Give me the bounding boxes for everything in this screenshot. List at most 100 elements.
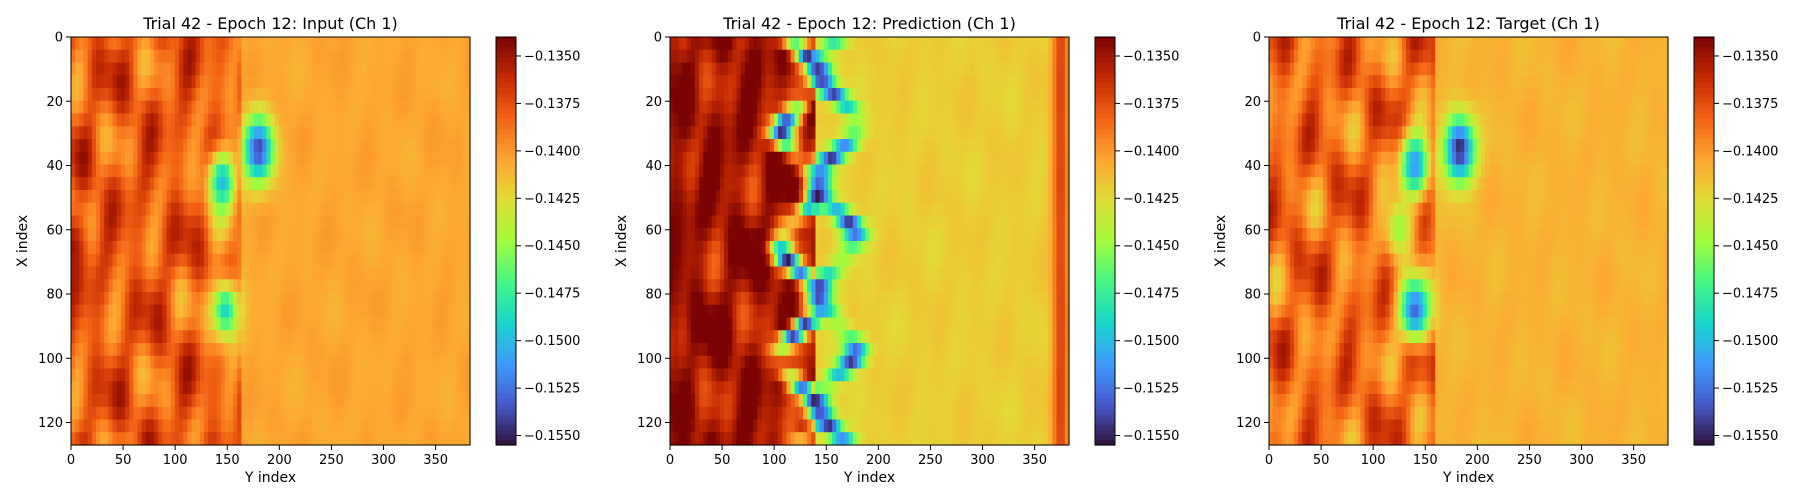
- heatmap-cell: [707, 241, 713, 255]
- heatmap-cell: [1014, 164, 1020, 178]
- heatmap-cell: [740, 241, 746, 255]
- heatmap-cell: [956, 241, 962, 255]
- heatmap-cell: [100, 394, 105, 408]
- heatmap-cell: [75, 406, 80, 421]
- heatmap-cell: [399, 113, 405, 127]
- heatmap-cell: [282, 381, 288, 395]
- heatmap-cell: [1044, 62, 1049, 76]
- heatmap-cell: [461, 88, 467, 102]
- heatmap-cell: [894, 266, 900, 280]
- heatmap-cell: [1064, 88, 1070, 102]
- heatmap-cell: [869, 190, 875, 204]
- heatmap-cell: [208, 88, 213, 102]
- heatmap-cell: [87, 406, 93, 421]
- heatmap-cell: [320, 126, 326, 140]
- heatmap-cell: [724, 190, 729, 204]
- heatmap-cell: [145, 381, 151, 395]
- heatmap-cell: [133, 37, 139, 51]
- heatmap-cell: [740, 266, 746, 280]
- heatmap-cell: [270, 190, 276, 204]
- heatmap-cell: [262, 330, 267, 344]
- heatmap-cell: [786, 113, 792, 127]
- heatmap-cell: [324, 368, 330, 382]
- heatmap-cell: [316, 164, 321, 178]
- heatmap-cell: [174, 368, 180, 382]
- heatmap-cell: [278, 164, 284, 178]
- heatmap-cell: [112, 139, 118, 153]
- heatmap-cell: [341, 190, 346, 204]
- heatmap-cell: [174, 253, 180, 268]
- heatmap-cell: [786, 202, 792, 217]
- heatmap-cell: [1010, 49, 1016, 64]
- heatmap-cell: [977, 100, 983, 115]
- heatmap-cell: [149, 177, 155, 191]
- heatmap-cell: [245, 75, 251, 89]
- heatmap-cell: [985, 88, 991, 102]
- heatmap-cell: [328, 215, 334, 229]
- heatmap-cell: [1064, 113, 1070, 127]
- heatmap-cell: [465, 37, 471, 51]
- heatmap-cell: [877, 228, 883, 242]
- heatmap-cell: [440, 190, 446, 204]
- heatmap-cell: [852, 215, 858, 229]
- heatmap-cell: [357, 88, 363, 102]
- heatmap-cell: [973, 202, 979, 217]
- heatmap-cell: [869, 126, 875, 140]
- heatmap-cell: [811, 253, 817, 268]
- heatmap-cell: [811, 177, 817, 191]
- heatmap-cell: [1027, 253, 1033, 268]
- heatmap-cell: [674, 139, 679, 153]
- heatmap-cell: [374, 202, 380, 217]
- heatmap-cell: [869, 228, 875, 242]
- heatmap-cell: [881, 49, 887, 64]
- heatmap-cell: [187, 126, 193, 140]
- heatmap-cell: [1006, 75, 1012, 89]
- heatmap-cell: [245, 126, 251, 140]
- heatmap-cell: [270, 317, 276, 331]
- heatmap-cell: [807, 37, 812, 51]
- heatmap-cell: [312, 317, 317, 331]
- heatmap-cell: [461, 279, 467, 293]
- heatmap-cell: [748, 202, 754, 217]
- heatmap-cell: [773, 253, 779, 268]
- heatmap-cell: [403, 406, 409, 421]
- heatmap-cell: [449, 330, 454, 344]
- heatmap-cell: [154, 406, 159, 421]
- heatmap-cell: [95, 330, 101, 344]
- heatmap-cell: [187, 215, 193, 229]
- heatmap-cell: [773, 266, 779, 280]
- heatmap-cell: [324, 177, 330, 191]
- heatmap-cell: [1048, 126, 1053, 140]
- heatmap-cell: [299, 394, 305, 408]
- heatmap-cell: [149, 241, 155, 255]
- heatmap-cell: [291, 113, 297, 127]
- heatmap-cell: [95, 113, 101, 127]
- heatmap-cell: [141, 177, 147, 191]
- heatmap-cell: [245, 139, 251, 153]
- colorbar-segment: [496, 82, 516, 89]
- heatmap-cell: [724, 164, 729, 178]
- heatmap-cell: [149, 100, 155, 115]
- heatmap-cell: [349, 253, 355, 268]
- heatmap-cell: [1048, 177, 1053, 191]
- heatmap-cell: [420, 253, 425, 268]
- heatmap-cell: [836, 113, 842, 127]
- heatmap-cell: [748, 75, 754, 89]
- heatmap-cell: [216, 177, 222, 191]
- heatmap-cell: [83, 279, 89, 293]
- heatmap-cell: [79, 406, 85, 421]
- heatmap-cell: [199, 406, 205, 421]
- heatmap-cell: [790, 126, 796, 140]
- colorbar-tick-label: −0.1350: [524, 49, 580, 64]
- heatmap-cell: [811, 190, 817, 204]
- heatmap-cell: [137, 37, 143, 51]
- heatmap-cell: [149, 394, 155, 408]
- heatmap-cell: [353, 266, 359, 280]
- heatmap-cell: [786, 215, 792, 229]
- heatmap-cell: [158, 37, 164, 51]
- heatmap-cell: [465, 62, 471, 76]
- heatmap-cell: [844, 253, 850, 268]
- heatmap-cell: [133, 177, 139, 191]
- heatmap-cell: [778, 126, 783, 140]
- heatmap-cell: [449, 88, 454, 102]
